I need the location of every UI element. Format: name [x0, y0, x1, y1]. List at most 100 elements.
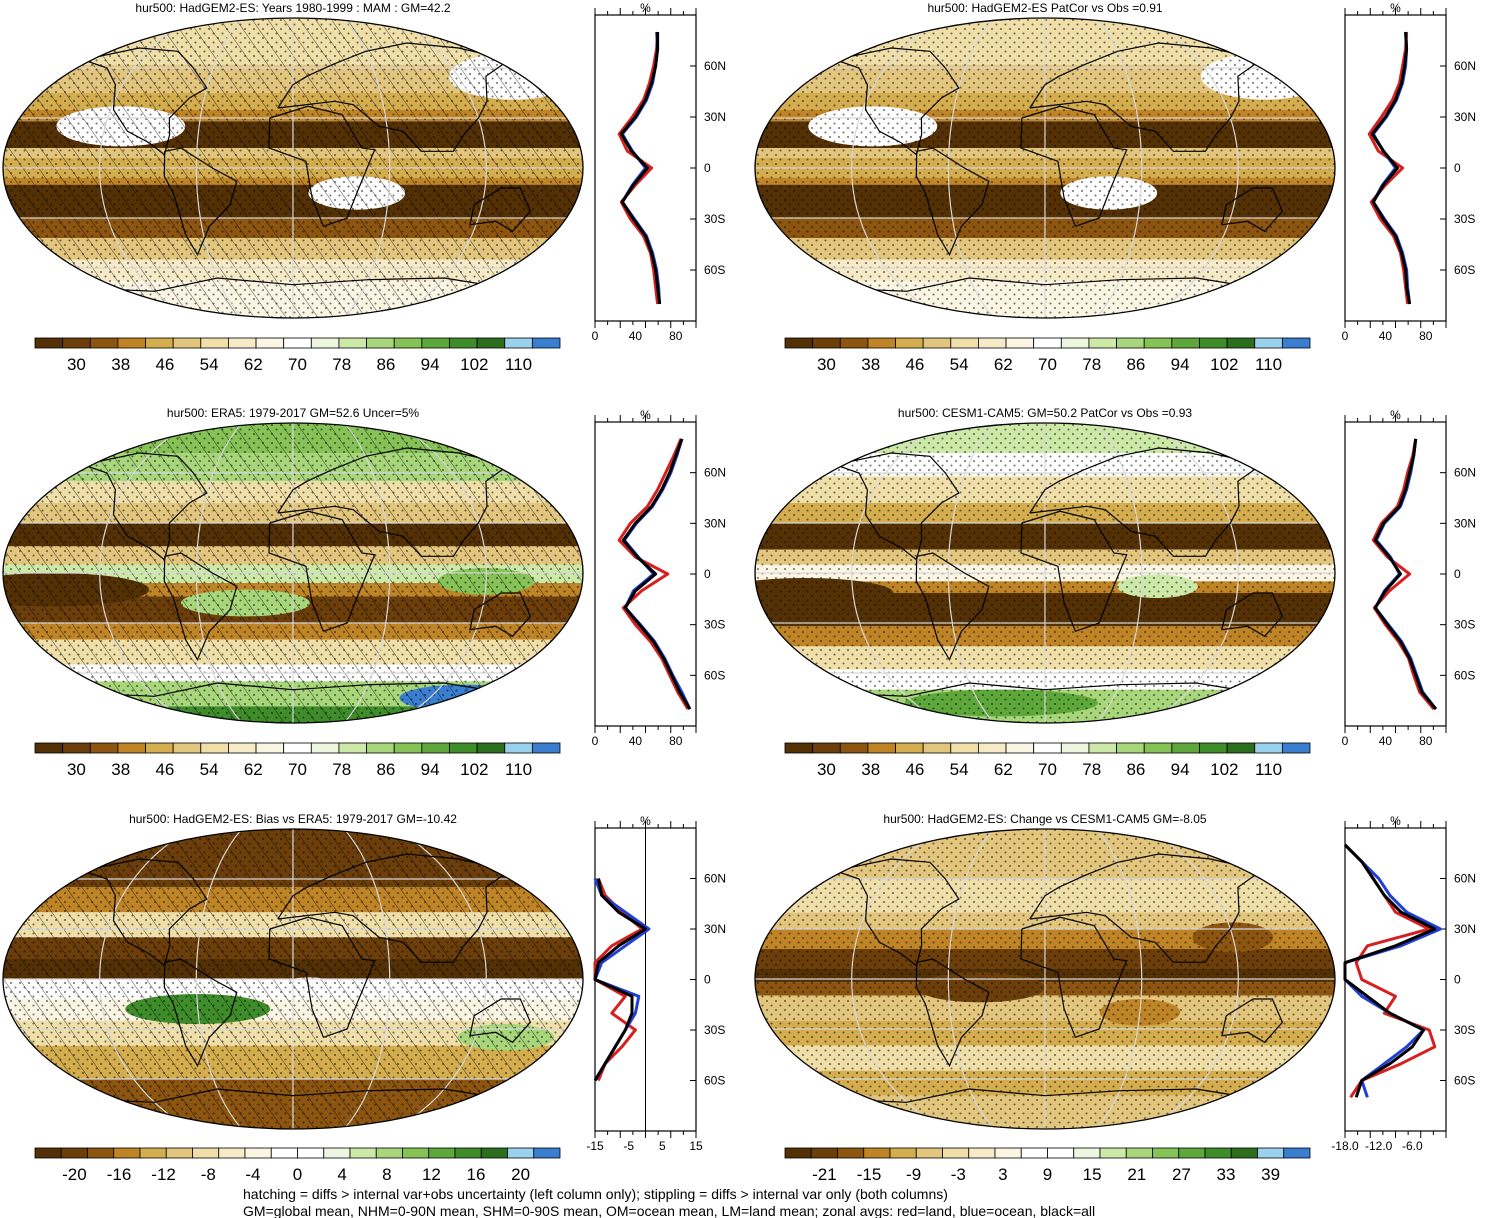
- colorbar-swatch: [942, 1147, 970, 1159]
- colorbar-swatch: [87, 1147, 115, 1159]
- profile-xtick-label: 0: [592, 329, 599, 343]
- colorbar-label: 94: [421, 355, 440, 374]
- coastline: [469, 592, 532, 638]
- colorbar: -20 -16 -12 -8 -4 0 4 8 12 16 20: [34, 1147, 561, 1184]
- colorbar-swatch: [421, 742, 450, 754]
- colorbar-swatch: [62, 742, 91, 754]
- coastline: [277, 853, 511, 963]
- graticule-lon: [947, 829, 995, 1129]
- profile-xtick-label: 0: [592, 734, 599, 748]
- colorbar-swatch: [244, 1147, 272, 1159]
- profile-xtick-label: 40: [629, 329, 643, 343]
- colorbar-label: -3: [951, 1165, 966, 1184]
- coastline: [1029, 853, 1263, 963]
- colorbar-label: 12: [422, 1165, 441, 1184]
- graticule-lon: [1146, 423, 1239, 723]
- colorbar-swatch: [507, 1147, 535, 1159]
- graticule-lon: [1095, 18, 1143, 318]
- coastline: [834, 452, 960, 561]
- graticule-lon: [947, 423, 995, 723]
- profile-ytick-label: 60S: [704, 1074, 725, 1088]
- coastline: [1221, 187, 1284, 233]
- panel-p6: hur500: HadGEM2-ES: Change vs CESM1-CAM5…: [754, 812, 1476, 1184]
- colorbar-swatch: [1020, 1147, 1048, 1159]
- colorbar-label: 3: [998, 1165, 1007, 1184]
- colorbar-label: 54: [950, 355, 969, 374]
- graticule-lon: [1095, 829, 1143, 1129]
- colorbar-swatch: [145, 742, 174, 754]
- colorbar-label: 54: [950, 760, 969, 779]
- profile-ytick-label: 60N: [1454, 466, 1476, 480]
- profile-ytick-label: 60S: [1454, 263, 1475, 277]
- colorbar-swatch: [454, 1147, 482, 1159]
- profile-xtick-label: 40: [1379, 329, 1393, 343]
- profile-ytick-label: 60S: [704, 668, 725, 682]
- colorbar-label: 46: [155, 760, 174, 779]
- colorbar-swatch: [504, 337, 533, 349]
- coastline: [1020, 510, 1128, 633]
- colorbar-label: 110: [505, 760, 532, 779]
- colorbar-swatch: [922, 742, 952, 754]
- map-field: [755, 423, 1335, 723]
- colorbar-label: 39: [1261, 1165, 1280, 1184]
- colorbar-swatch: [393, 742, 423, 754]
- colorbar-label: 70: [1038, 355, 1057, 374]
- profile-ytick-label: 60N: [1454, 59, 1476, 73]
- coastline: [832, 1088, 1258, 1103]
- colorbar-swatch: [449, 337, 478, 349]
- colorbar-swatch: [1171, 742, 1200, 754]
- colorbar-label: 110: [505, 355, 532, 374]
- colorbar-swatch: [89, 742, 119, 754]
- colorbar-swatch: [950, 337, 979, 349]
- coastline: [1029, 42, 1263, 152]
- profile-ytick-label: 30N: [1454, 516, 1476, 530]
- colorbar-label: 78: [1082, 760, 1101, 779]
- colorbar-swatch: [1047, 1147, 1075, 1159]
- colorbar-swatch: [255, 337, 285, 349]
- colorbar-swatch: [34, 742, 64, 754]
- graticule-lon: [99, 829, 192, 1129]
- colorbar-label: 102: [460, 760, 488, 779]
- profile-ytick-label: 60S: [704, 263, 725, 277]
- colorbar-swatch: [366, 742, 395, 754]
- colorbar-label: 102: [460, 355, 488, 374]
- colorbar-swatch: [968, 1147, 996, 1159]
- colorbar-swatch: [784, 1147, 812, 1159]
- colorbar-swatch: [839, 337, 869, 349]
- colorbar-label: -15: [857, 1165, 882, 1184]
- colorbar-swatch: [1226, 742, 1256, 754]
- colorbar-swatch: [1254, 337, 1283, 349]
- graticule-lon: [851, 829, 944, 1129]
- profile-ytick-label: 30N: [704, 922, 726, 936]
- colorbar-swatch: [1143, 337, 1173, 349]
- colorbar-swatch: [863, 1147, 891, 1159]
- profile-series-all: [621, 438, 692, 710]
- colorbar-label: -20: [62, 1165, 87, 1184]
- profile-ytick-label: 30N: [1454, 922, 1476, 936]
- colorbar-swatch: [34, 1147, 62, 1159]
- profile-xtick-label: 80: [669, 329, 683, 343]
- graticule-lon: [947, 18, 995, 318]
- colorbar-label: 38: [111, 355, 130, 374]
- coastline: [82, 858, 208, 967]
- colorbar-swatch: [1199, 742, 1228, 754]
- coastline: [469, 998, 532, 1044]
- colorbar-label: -21: [812, 1165, 837, 1184]
- colorbar-swatch: [89, 337, 119, 349]
- colorbar-swatch: [283, 337, 312, 349]
- colorbar-label: 27: [1172, 1165, 1191, 1184]
- coastline: [1020, 916, 1128, 1039]
- panel-title: hur500: HadGEM2-ES: Years 1980-1999 : MA…: [135, 1, 450, 15]
- colorbar-label: 46: [905, 760, 924, 779]
- colorbar-swatch: [393, 337, 423, 349]
- colorbar-label: 0: [293, 1165, 302, 1184]
- colorbar-swatch: [449, 742, 478, 754]
- profile-xtick-label: 0: [1342, 734, 1349, 748]
- colorbar-label: 86: [376, 760, 395, 779]
- profile-series-land: [617, 438, 690, 710]
- colorbar-label: -9: [906, 1165, 921, 1184]
- profile-xtick-label: 5: [659, 1139, 666, 1153]
- colorbar-swatch: [338, 742, 367, 754]
